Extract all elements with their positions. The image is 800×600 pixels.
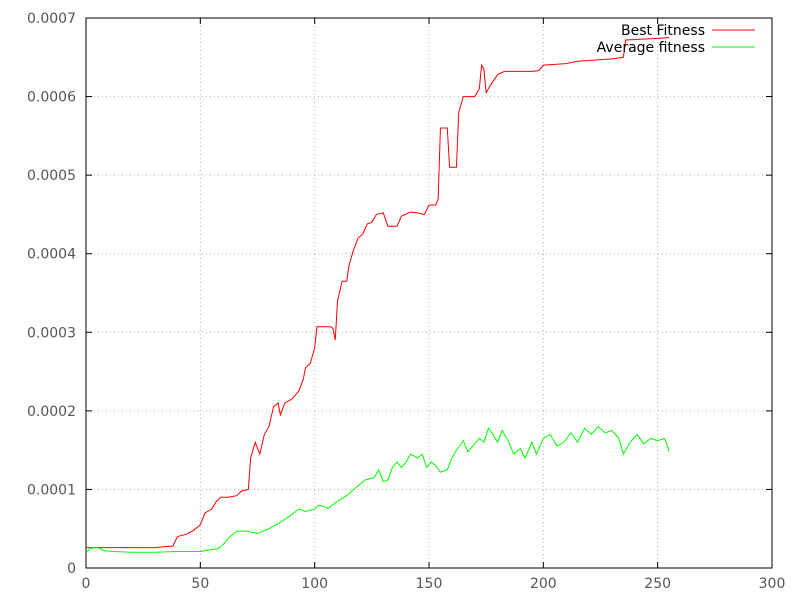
series-lines [85,37,670,553]
y-tick-label: 0.0007 [27,11,76,27]
legend-label: Best Fitness [621,23,705,39]
y-tick-label: 0.0002 [27,404,76,420]
x-tick-label: 150 [416,576,443,592]
y-tick-label: 0.0006 [27,90,76,106]
y-tick-label: 0 [67,561,76,577]
x-tick-label: 0 [82,576,91,592]
axis-ticks: 0 50 100 150 200 250 300 0 0.0001 0.0002 0.0003 0.0… [27,11,785,592]
y-tick-label: 0.0004 [27,247,76,263]
legend-label: Average fitness [597,40,705,56]
x-tick-label: 300 [759,576,786,592]
y-tick-label: 0.0005 [27,168,76,184]
y-tick-label: 0.0003 [27,325,76,341]
plot-frame [85,17,773,569]
x-tick-label: 200 [530,576,557,592]
series-line-best-fitness [86,37,670,549]
x-tick-label: 100 [301,576,328,592]
grid [86,18,772,568]
y-tick-label: 0.0001 [27,482,76,498]
x-tick-label: 50 [191,576,209,592]
x-tick-label: 250 [644,576,671,592]
series-line-average-fitness [85,425,670,553]
